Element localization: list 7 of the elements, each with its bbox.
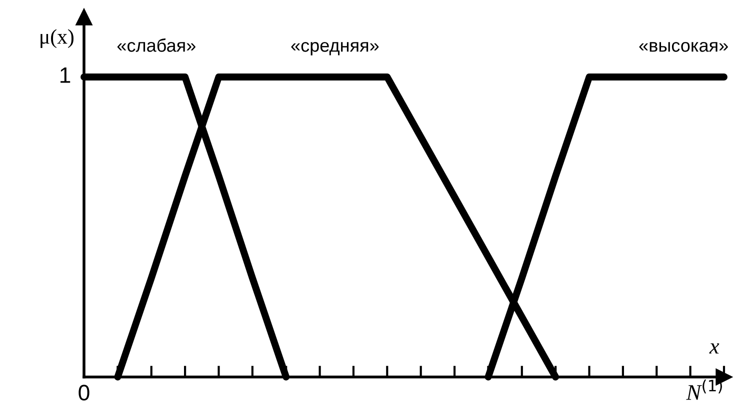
series-label: «высокая» bbox=[639, 42, 728, 52]
series-label: «средняя» bbox=[291, 42, 379, 56]
text: 1 bbox=[60, 67, 70, 83]
annotation: x bbox=[709, 343, 720, 354]
text: 0 bbox=[78, 384, 90, 401]
series-label: «слабая» bbox=[117, 38, 196, 52]
y-axis-title: μ(x) bbox=[40, 29, 74, 48]
